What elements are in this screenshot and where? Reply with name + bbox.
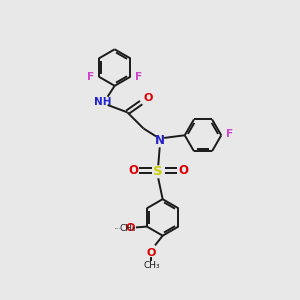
Text: CH₃: CH₃ xyxy=(143,261,160,270)
Text: S: S xyxy=(153,165,163,178)
Text: methoxy: methoxy xyxy=(115,227,122,229)
Text: N: N xyxy=(155,134,165,147)
Text: O: O xyxy=(128,164,138,177)
Text: O: O xyxy=(126,223,135,233)
Text: O: O xyxy=(143,93,153,103)
Text: F: F xyxy=(87,72,94,82)
Text: NH: NH xyxy=(94,97,112,107)
Text: O: O xyxy=(147,248,156,258)
Text: O: O xyxy=(178,164,189,177)
Text: CH₃: CH₃ xyxy=(119,224,136,232)
Text: F: F xyxy=(226,129,233,139)
Text: F: F xyxy=(135,72,142,82)
